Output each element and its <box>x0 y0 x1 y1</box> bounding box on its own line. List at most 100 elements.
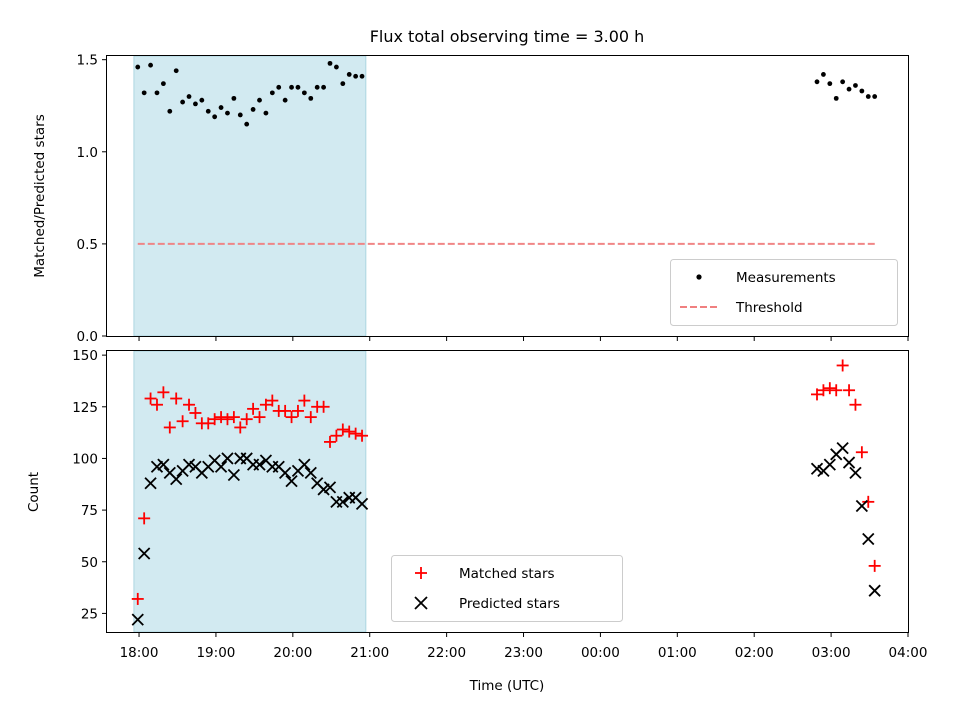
bottom-y-ticks: 25 50 75 100 125 150 <box>72 348 107 622</box>
predicted-star-point <box>298 458 311 471</box>
matched-star-point <box>330 429 343 442</box>
measurement-point <box>340 81 346 87</box>
matched-star-point <box>253 411 266 424</box>
measurement-point <box>218 105 224 110</box>
top-legend: Measurements Threshold <box>670 259 898 326</box>
bottom-y-tick-label: 25 <box>81 606 98 622</box>
x-tick-label: 20:00 <box>273 645 312 661</box>
x-tick-label: 22:00 <box>427 645 466 661</box>
matched-star-point <box>170 392 183 405</box>
matched-star-point <box>817 384 830 397</box>
x-tick-label: 18:00 <box>120 645 159 661</box>
top-legend-box <box>670 259 898 326</box>
measurement-point <box>827 81 833 87</box>
measurement-point <box>359 73 365 79</box>
measurement-point <box>321 84 326 90</box>
predicted-star-point <box>170 472 183 486</box>
legend-measurements-label: Measurements <box>736 270 836 286</box>
top-panel: 0.0 0.5 1.0 1.5 Flux total observing time =… <box>32 27 909 345</box>
matched-star-point <box>356 429 369 442</box>
bottom-y-tick-label: 125 <box>72 400 98 416</box>
matched-star-point <box>304 411 317 424</box>
predicted-star-point <box>868 584 881 597</box>
matched-star-point <box>830 384 843 397</box>
bottom-y-tick-label: 150 <box>72 348 98 364</box>
x-tick-label: 23:00 <box>504 645 543 661</box>
matched-star-point <box>150 398 163 411</box>
predicted-star-point <box>842 456 856 469</box>
matched-star-point <box>336 423 349 436</box>
measurement-point <box>186 94 192 99</box>
bottom-y-axis-label: Count <box>26 472 42 512</box>
predicted-star-point <box>304 466 317 480</box>
measurement-point <box>865 94 871 99</box>
measurement-point <box>135 64 141 70</box>
measurement-point <box>180 99 186 105</box>
measurement-point <box>295 84 301 90</box>
bottom-y-tick-label: 50 <box>81 555 98 571</box>
matched-star-point <box>131 592 144 605</box>
measurement-point <box>160 81 166 87</box>
predicted-star-point <box>138 547 151 560</box>
top-y-ticks: 0.0 0.5 1.0 1.5 <box>77 53 107 345</box>
x-tick-label: 04:00 <box>889 645 928 661</box>
matched-star-point <box>855 446 868 459</box>
top-y-axis-label: Matched/Predicted stars <box>32 114 48 277</box>
legend-predicted-marker <box>414 596 428 610</box>
top-series-group <box>135 60 878 245</box>
top-y-tick-label: 0.0 <box>77 329 98 345</box>
matched-star-point <box>317 400 330 413</box>
matched-star-point <box>227 411 240 424</box>
matched-star-point <box>202 417 215 430</box>
matched-star-point <box>343 425 356 438</box>
matched-star-point <box>811 388 824 401</box>
measurement-point <box>141 90 147 96</box>
legend-threshold-label: Threshold <box>735 300 803 316</box>
predicted-star-point <box>355 497 369 511</box>
matched-star-point <box>240 413 253 426</box>
bottom-panel: 25 50 75 100 125 150 18:00 19:00 20:00 21:00 22:0… <box>26 348 927 694</box>
bottom-x-ticks: 18:00 19:00 20:00 21:00 22:00 23:00 00:00 01:00… <box>120 632 928 661</box>
measurement-point <box>289 84 294 90</box>
x-tick-label: 00:00 <box>581 645 620 661</box>
predicted-star-point <box>855 499 868 513</box>
measurement-point <box>167 108 173 114</box>
predicted-star-point <box>823 458 836 471</box>
bottom-series-group <box>131 359 881 626</box>
predicted-star-point <box>214 460 228 473</box>
measurement-point <box>276 84 282 90</box>
measurement-point <box>212 114 218 120</box>
measurement-point <box>853 83 858 88</box>
measurement-point <box>859 88 865 94</box>
matched-star-point <box>823 382 836 395</box>
measurement-point <box>282 97 288 103</box>
x-tick-label: 01:00 <box>658 645 697 661</box>
matched-star-point <box>843 384 856 397</box>
matched-star-point <box>291 404 304 417</box>
predicted-star-point <box>131 613 144 626</box>
legend-matched-marker <box>415 567 427 579</box>
measurement-point <box>821 72 826 77</box>
matched-star-point <box>163 421 176 434</box>
top-y-tick-label: 0.5 <box>77 237 98 253</box>
measurement-point <box>840 79 846 85</box>
predicted-star-point <box>144 477 157 490</box>
matched-star-point <box>189 406 202 419</box>
measurement-point <box>237 112 243 118</box>
predicted-star-point <box>862 532 875 546</box>
matched-star-point <box>868 559 881 572</box>
matched-star-point <box>234 421 247 434</box>
measurement-point <box>334 64 339 70</box>
matched-star-point <box>144 392 157 405</box>
matched-star-point <box>285 411 298 424</box>
measurement-point <box>353 73 359 79</box>
top-chart-title: Flux total observing time = 3.00 h <box>370 27 645 46</box>
predicted-star-point <box>221 452 234 465</box>
matched-star-point <box>157 386 170 399</box>
matched-star-point <box>138 512 151 525</box>
top-observing-window-shade <box>133 55 367 337</box>
predicted-star-point <box>253 458 266 471</box>
measurement-point <box>148 62 153 68</box>
measurement-point <box>846 86 852 92</box>
